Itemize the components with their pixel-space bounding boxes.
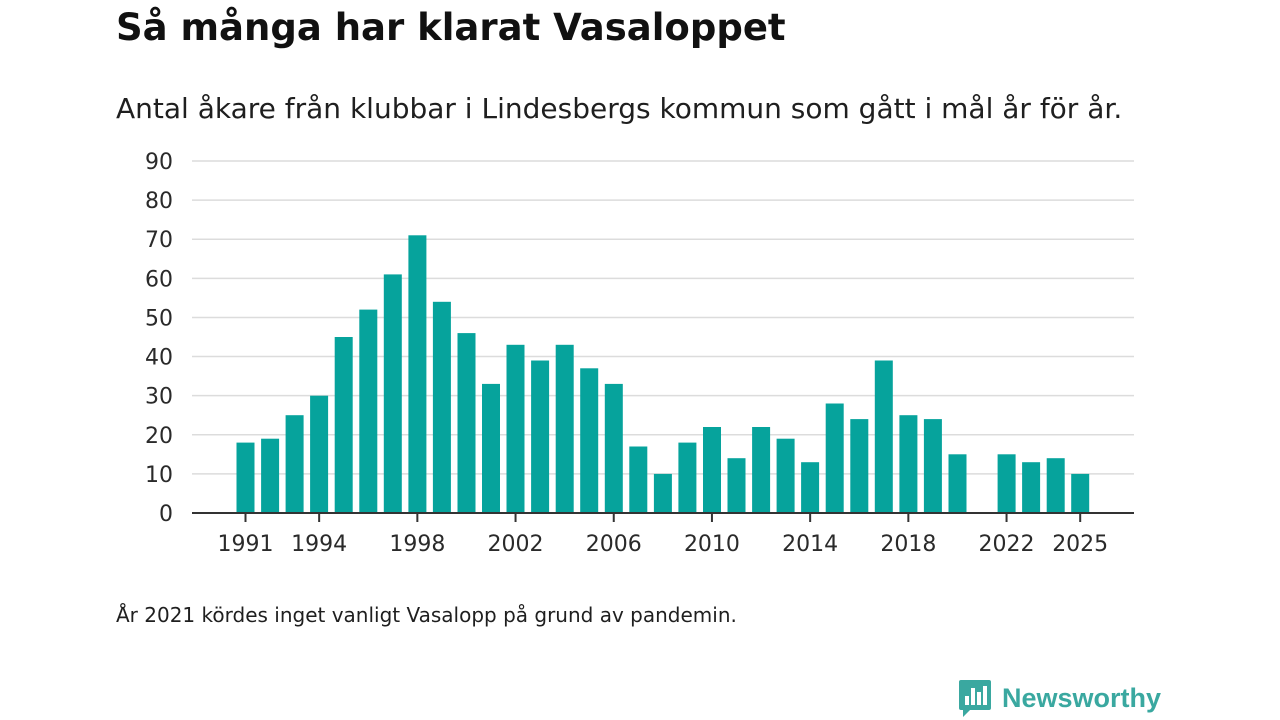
- x-tick-label: 2014: [782, 532, 838, 557]
- bar-2009[interactable]: [678, 442, 697, 513]
- bar-2018[interactable]: [899, 415, 918, 513]
- bar-2024[interactable]: [1046, 458, 1065, 513]
- bar-2000[interactable]: [457, 333, 476, 513]
- x-tick-label: 2006: [586, 532, 642, 557]
- bar-2023[interactable]: [1022, 462, 1041, 513]
- bar-2011[interactable]: [727, 458, 746, 513]
- bar-2012[interactable]: [752, 427, 771, 513]
- gridlines: [192, 160, 1134, 475]
- y-tick-label: 0: [159, 502, 173, 527]
- footnote: År 2021 kördes inget vanligt Vasalopp på…: [116, 603, 737, 627]
- bar-2002[interactable]: [506, 344, 525, 513]
- y-tick-label: 30: [145, 385, 173, 410]
- bar-2005[interactable]: [580, 368, 599, 513]
- bar-2001[interactable]: [482, 383, 500, 513]
- bar-2022[interactable]: [997, 454, 1016, 513]
- x-tick-label: 1994: [291, 532, 347, 557]
- newsworthy-logo-icon: [959, 680, 991, 717]
- brand[interactable]: Newsworthy: [958, 678, 1161, 718]
- x-tick-label: 1998: [389, 532, 445, 557]
- x-axis: 1991 1994 1998 2002 2006 2010 2014 2018 2022 2025: [192, 512, 1134, 557]
- y-tick-label: 70: [145, 228, 173, 253]
- x-tick-label: 1991: [218, 532, 274, 557]
- bar-2020[interactable]: [948, 454, 967, 513]
- bar-1999[interactable]: [432, 301, 451, 513]
- bar-2013[interactable]: [776, 438, 795, 513]
- bar-2004[interactable]: [555, 344, 574, 513]
- x-tick-label: 2018: [880, 532, 936, 557]
- y-axis-ticks: 0 10 20 30 40 50 60 70 80 90: [145, 150, 173, 527]
- chart-subtitle: Antal åkare från klubbar i Lindesbergs k…: [116, 92, 1123, 125]
- chart-title: Så många har klarat Vasaloppet: [116, 6, 786, 49]
- bar-1991[interactable]: [236, 442, 255, 513]
- bars: [236, 235, 1090, 514]
- bar-1995[interactable]: [334, 337, 353, 513]
- bar-1992[interactable]: [261, 438, 280, 513]
- bar-1997[interactable]: [383, 274, 402, 513]
- y-tick-label: 20: [145, 424, 173, 449]
- bar-2006[interactable]: [604, 383, 623, 513]
- bar-2019[interactable]: [923, 419, 942, 513]
- bar-chart: 0 10 20 30 40 50 60 70 80 90 1991 1994 1998 2002 2006…: [145, 150, 1134, 557]
- bar-1993[interactable]: [285, 415, 304, 513]
- bar-2016[interactable]: [850, 419, 869, 513]
- bar-2014[interactable]: [801, 462, 820, 513]
- bar-2007[interactable]: [629, 446, 648, 514]
- bar-2008[interactable]: [653, 473, 672, 513]
- bar-2003[interactable]: [531, 360, 550, 514]
- y-tick-label: 60: [145, 267, 173, 292]
- y-tick-label: 50: [145, 306, 173, 331]
- bar-2025[interactable]: [1071, 473, 1090, 513]
- x-tick-label: 2025: [1052, 532, 1108, 557]
- x-tick-label: 2022: [979, 532, 1035, 557]
- y-tick-label: 90: [145, 150, 173, 175]
- y-tick-label: 40: [145, 346, 173, 371]
- bar-1998[interactable]: [408, 235, 427, 514]
- bar-2017[interactable]: [874, 360, 893, 514]
- bar-2010[interactable]: [703, 427, 721, 513]
- x-tick-label: 2002: [488, 532, 544, 557]
- y-tick-label: 10: [145, 463, 173, 488]
- brand-name: Newsworthy: [1002, 682, 1162, 713]
- y-tick-label: 80: [145, 189, 173, 214]
- x-tick-label: 2010: [684, 532, 740, 557]
- bar-2015[interactable]: [825, 403, 844, 514]
- bar-1994[interactable]: [310, 395, 329, 513]
- bar-1996[interactable]: [359, 309, 378, 513]
